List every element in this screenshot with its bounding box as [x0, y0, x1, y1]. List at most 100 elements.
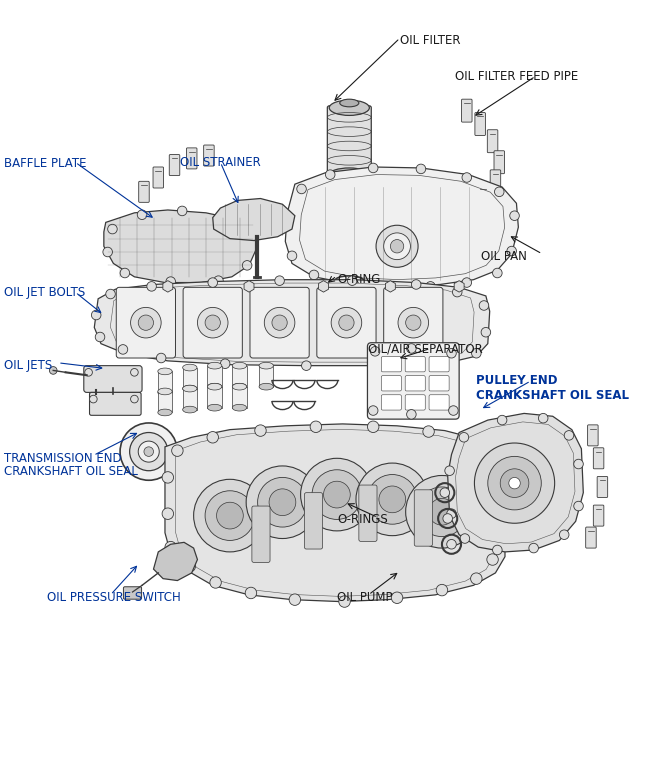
- Circle shape: [184, 560, 195, 572]
- Circle shape: [275, 276, 284, 285]
- Circle shape: [85, 369, 92, 376]
- Circle shape: [426, 282, 435, 291]
- Circle shape: [297, 184, 307, 194]
- Circle shape: [411, 280, 421, 289]
- Ellipse shape: [207, 383, 222, 390]
- Polygon shape: [244, 281, 254, 292]
- FancyBboxPatch shape: [415, 490, 432, 546]
- Circle shape: [417, 487, 467, 537]
- Circle shape: [373, 361, 383, 370]
- Polygon shape: [454, 281, 464, 292]
- Circle shape: [388, 282, 397, 292]
- Circle shape: [210, 577, 221, 588]
- Circle shape: [494, 187, 504, 197]
- Polygon shape: [165, 424, 505, 602]
- FancyBboxPatch shape: [84, 366, 142, 392]
- Circle shape: [265, 307, 295, 338]
- Circle shape: [370, 347, 380, 356]
- Circle shape: [463, 436, 474, 447]
- Ellipse shape: [259, 362, 273, 369]
- Text: OIL JET BOLTS: OIL JET BOLTS: [3, 286, 85, 299]
- Circle shape: [205, 491, 255, 540]
- Bar: [158, 392, 172, 412]
- Ellipse shape: [340, 99, 359, 107]
- Circle shape: [118, 345, 128, 354]
- Circle shape: [309, 270, 318, 280]
- Text: OIL PUMP: OIL PUMP: [337, 591, 392, 604]
- Circle shape: [443, 514, 453, 523]
- Circle shape: [301, 458, 373, 531]
- Ellipse shape: [158, 389, 172, 395]
- Ellipse shape: [183, 406, 197, 413]
- Circle shape: [106, 289, 115, 299]
- Ellipse shape: [232, 362, 247, 369]
- Ellipse shape: [207, 383, 222, 390]
- Circle shape: [269, 489, 296, 515]
- Circle shape: [559, 530, 569, 540]
- Circle shape: [509, 477, 520, 489]
- FancyBboxPatch shape: [305, 493, 322, 549]
- FancyBboxPatch shape: [317, 288, 376, 358]
- Circle shape: [324, 481, 350, 508]
- Circle shape: [453, 288, 462, 297]
- Circle shape: [245, 587, 257, 599]
- FancyBboxPatch shape: [594, 505, 604, 526]
- Circle shape: [289, 594, 301, 606]
- Circle shape: [339, 315, 354, 330]
- FancyBboxPatch shape: [381, 357, 401, 372]
- FancyBboxPatch shape: [124, 587, 141, 599]
- Circle shape: [162, 508, 174, 519]
- FancyBboxPatch shape: [384, 288, 443, 358]
- Circle shape: [368, 163, 378, 173]
- Circle shape: [495, 479, 507, 491]
- Ellipse shape: [342, 186, 357, 192]
- Circle shape: [564, 430, 574, 440]
- Polygon shape: [286, 167, 519, 286]
- Ellipse shape: [183, 364, 197, 371]
- Circle shape: [493, 545, 502, 555]
- Bar: [342, 175, 357, 189]
- Circle shape: [423, 426, 434, 437]
- Circle shape: [488, 451, 499, 462]
- Circle shape: [436, 584, 447, 596]
- Circle shape: [447, 509, 456, 518]
- Circle shape: [460, 534, 470, 543]
- FancyBboxPatch shape: [405, 395, 425, 410]
- Circle shape: [447, 348, 456, 358]
- Ellipse shape: [232, 383, 247, 390]
- Text: OIL FILTER: OIL FILTER: [400, 34, 461, 47]
- Text: TRANSMISSION END: TRANSMISSION END: [3, 452, 121, 465]
- Circle shape: [447, 540, 456, 549]
- FancyBboxPatch shape: [367, 343, 459, 419]
- Circle shape: [487, 554, 498, 565]
- FancyBboxPatch shape: [475, 112, 486, 135]
- Text: OIL JETS: OIL JETS: [3, 359, 52, 372]
- Circle shape: [193, 479, 266, 552]
- FancyBboxPatch shape: [116, 288, 176, 358]
- Circle shape: [91, 310, 101, 320]
- Circle shape: [220, 359, 230, 369]
- FancyBboxPatch shape: [252, 506, 270, 562]
- FancyBboxPatch shape: [405, 376, 425, 391]
- Text: OIL/AIR SEPARATOR: OIL/AIR SEPARATOR: [368, 343, 483, 356]
- Ellipse shape: [259, 383, 273, 390]
- Polygon shape: [213, 199, 295, 241]
- Ellipse shape: [329, 168, 369, 181]
- Circle shape: [138, 315, 153, 330]
- Circle shape: [440, 488, 449, 497]
- Ellipse shape: [183, 386, 197, 392]
- Circle shape: [367, 474, 417, 524]
- Circle shape: [120, 268, 130, 278]
- Ellipse shape: [158, 388, 172, 395]
- Circle shape: [574, 459, 583, 469]
- Circle shape: [178, 206, 187, 216]
- Circle shape: [507, 246, 517, 256]
- Circle shape: [428, 499, 455, 525]
- FancyBboxPatch shape: [381, 395, 401, 410]
- Circle shape: [214, 276, 223, 285]
- Circle shape: [481, 327, 491, 337]
- Circle shape: [384, 233, 411, 260]
- Circle shape: [288, 251, 297, 260]
- Circle shape: [216, 502, 243, 529]
- Polygon shape: [318, 281, 328, 292]
